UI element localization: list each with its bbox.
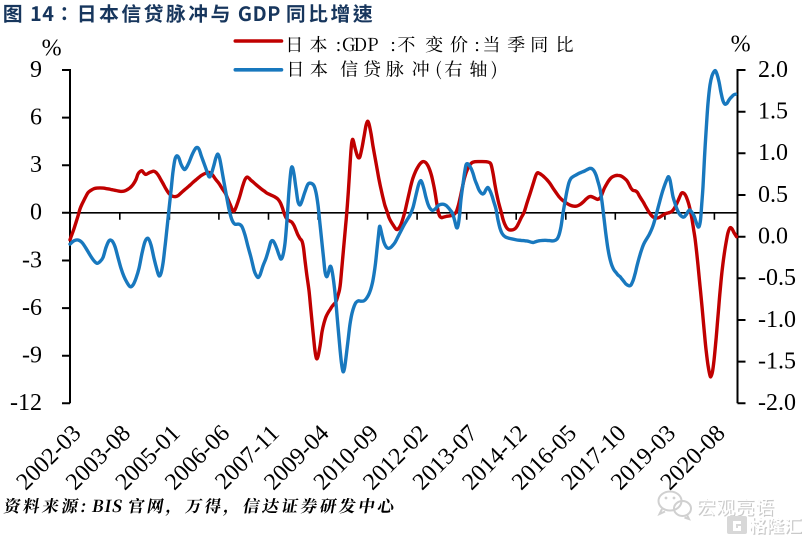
svg-text:1.0: 1.0 bbox=[758, 140, 788, 166]
svg-text:-6: -6 bbox=[22, 295, 42, 321]
svg-text:-9: -9 bbox=[22, 343, 42, 369]
svg-text:2.0: 2.0 bbox=[758, 57, 788, 83]
svg-text:6: 6 bbox=[30, 104, 42, 130]
svg-text:9: 9 bbox=[30, 57, 42, 83]
svg-text:-12: -12 bbox=[10, 390, 42, 416]
svg-text:3: 3 bbox=[30, 152, 42, 178]
svg-text:-2.0: -2.0 bbox=[758, 390, 796, 416]
svg-text:-3: -3 bbox=[22, 247, 42, 273]
svg-text:0.0: 0.0 bbox=[758, 224, 788, 250]
svg-text:%: % bbox=[42, 35, 62, 61]
svg-text:%: % bbox=[731, 32, 751, 58]
svg-text:-1.5: -1.5 bbox=[758, 348, 796, 374]
svg-text:-1.0: -1.0 bbox=[758, 307, 796, 333]
svg-text:-0.5: -0.5 bbox=[758, 265, 796, 291]
svg-text:0: 0 bbox=[30, 200, 42, 226]
svg-text:0.5: 0.5 bbox=[758, 182, 788, 208]
svg-text:1.5: 1.5 bbox=[758, 99, 788, 125]
